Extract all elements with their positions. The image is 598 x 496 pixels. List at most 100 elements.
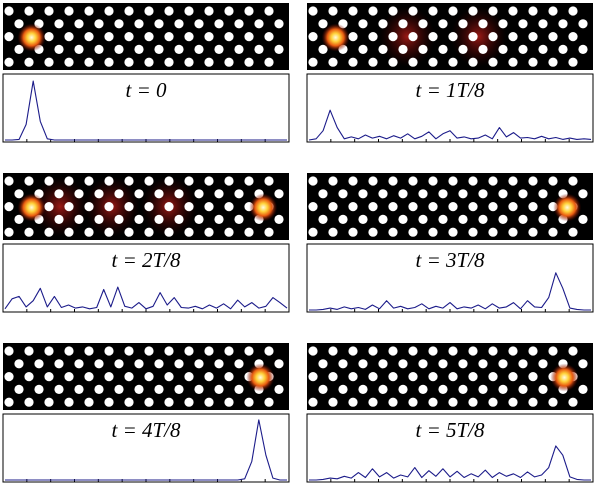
lattice-hole (488, 372, 498, 382)
lattice-hole (94, 359, 104, 369)
time-label: t = 5T/8 (415, 418, 485, 442)
lattice-hole (568, 397, 578, 407)
lattice-hole (308, 227, 318, 237)
lattice-hole (14, 19, 24, 29)
lattice-hole (234, 384, 244, 394)
lattice-hole (194, 384, 204, 394)
lattice-hole (24, 176, 34, 186)
lattice-hole (328, 227, 338, 237)
curve (309, 445, 591, 481)
lattice-hole (94, 44, 104, 55)
lattice-hole (418, 384, 428, 394)
lattice-hole (234, 19, 244, 29)
lattice-hole (234, 359, 244, 369)
lattice-hole (64, 57, 74, 67)
lattice-hole (14, 44, 24, 55)
field-glow (553, 193, 582, 222)
lattice-hole (94, 214, 104, 224)
lattice-hole (54, 44, 64, 55)
field-haze (450, 6, 507, 67)
lattice-hole (164, 176, 174, 186)
lattice-hole (184, 346, 194, 356)
lattice-hole (488, 57, 498, 67)
lattice-hole (174, 19, 184, 29)
lattice-hole (114, 359, 124, 369)
lattice-hole (134, 359, 144, 369)
lattice-hole (438, 44, 448, 55)
time-label: t = 4T/8 (111, 418, 181, 442)
lattice-hole (448, 346, 458, 356)
lattice-hole (114, 19, 124, 29)
lattice-hole (124, 6, 134, 16)
lattice-hole (578, 189, 588, 199)
lattice-hole (488, 31, 498, 42)
lattice-hole (14, 189, 24, 199)
lattice-hole (518, 214, 528, 224)
lattice-hole (164, 57, 174, 67)
lattice-hole (528, 176, 538, 186)
lattice-hole (448, 227, 458, 237)
lattice-hole (548, 31, 558, 42)
lattice-hole (274, 44, 284, 55)
lattice-hole (508, 202, 518, 212)
lattice-hole (4, 176, 14, 186)
lattice-hole (94, 19, 104, 29)
lattice-hole (548, 227, 558, 237)
time-label: t = 3T/8 (415, 248, 485, 272)
lattice-hole (104, 372, 114, 382)
lattice-hole (348, 346, 358, 356)
lattice-hole (568, 6, 578, 16)
lattice-hole (468, 202, 478, 212)
lattice-hole (558, 19, 568, 29)
lattice-hole (568, 227, 578, 237)
lattice-hole (498, 214, 508, 224)
lattice-hole (578, 19, 588, 29)
lattice-hole (184, 6, 194, 16)
lattice-hole (528, 372, 538, 382)
field-glow (321, 23, 350, 52)
lattice-hole (548, 346, 558, 356)
lattice-hole (418, 189, 428, 199)
lattice-hole (478, 214, 488, 224)
lattice-hole (264, 346, 274, 356)
lattice-hole (244, 227, 254, 237)
lattice-hole (388, 31, 398, 42)
lattice-hole (34, 359, 44, 369)
lattice-hole (104, 6, 114, 16)
lattice-hole (44, 6, 54, 16)
lattice-hole (398, 189, 408, 199)
lattice-hole (388, 372, 398, 382)
lattice-hole (254, 44, 264, 55)
lattice-hole (508, 372, 518, 382)
lattice-hole (368, 6, 378, 16)
lattice-hole (164, 397, 174, 407)
lattice-hole (508, 176, 518, 186)
lattice-hole (164, 31, 174, 42)
lattice-hole (154, 44, 164, 55)
crystal-image (3, 3, 289, 70)
lattice-hole (174, 359, 184, 369)
lattice-hole (488, 397, 498, 407)
lattice-hole (388, 397, 398, 407)
lattice-hole (318, 214, 328, 224)
lattice-hole (488, 6, 498, 16)
lattice-hole (438, 384, 448, 394)
lattice-hole (578, 214, 588, 224)
lattice-hole (264, 6, 274, 16)
lattice-hole (308, 346, 318, 356)
lattice-hole (408, 202, 418, 212)
lattice-hole (448, 372, 458, 382)
lattice-hole (348, 176, 358, 186)
field-glow (17, 23, 46, 52)
lattice-hole (378, 359, 388, 369)
lattice-hole (468, 372, 478, 382)
lattice-hole (318, 189, 328, 199)
lattice-hole (428, 346, 438, 356)
lattice-hole (398, 214, 408, 224)
lattice-hole (418, 214, 428, 224)
lattice-hole (398, 44, 408, 55)
lattice-hole (104, 227, 114, 237)
lattice-hole (538, 384, 548, 394)
lattice-hole (24, 397, 34, 407)
lattice-hole (458, 44, 468, 55)
